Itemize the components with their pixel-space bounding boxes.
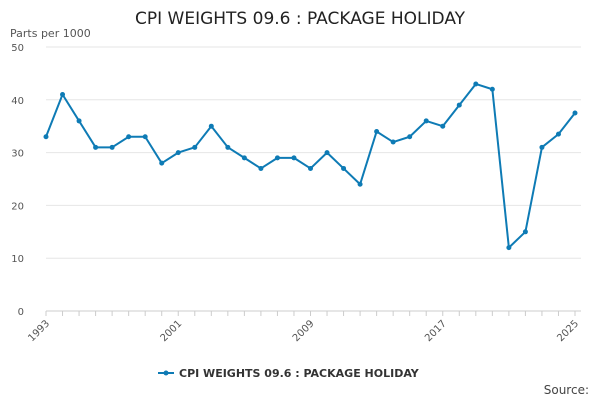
data-point[interactable] bbox=[456, 102, 462, 108]
series-line bbox=[45, 82, 576, 249]
data-point[interactable] bbox=[109, 144, 115, 150]
y-tick-label: 50 bbox=[11, 43, 24, 54]
y-axis-label: Parts per 1000 bbox=[10, 27, 91, 40]
data-point[interactable] bbox=[43, 134, 49, 140]
data-point[interactable] bbox=[522, 229, 528, 235]
data-point[interactable] bbox=[76, 118, 82, 124]
legend[interactable]: CPI WEIGHTS 09.6 : PACKAGE HOLIDAY bbox=[158, 367, 420, 380]
data-point[interactable] bbox=[258, 165, 264, 171]
data-point[interactable] bbox=[390, 139, 396, 145]
y-tick-label: 20 bbox=[11, 201, 24, 212]
data-point[interactable] bbox=[357, 181, 363, 187]
x-tick-label: 2001 bbox=[159, 318, 185, 344]
data-point[interactable] bbox=[241, 155, 247, 161]
data-point[interactable] bbox=[60, 92, 66, 98]
chart-title: CPI WEIGHTS 09.6 : PACKAGE HOLIDAY bbox=[135, 9, 466, 29]
x-tick-label: 2017 bbox=[423, 318, 449, 344]
data-point[interactable] bbox=[274, 155, 280, 161]
data-point[interactable] bbox=[506, 245, 512, 251]
data-point[interactable] bbox=[291, 155, 297, 161]
legend-item-label: CPI WEIGHTS 09.6 : PACKAGE HOLIDAY bbox=[179, 367, 420, 380]
data-point[interactable] bbox=[192, 144, 198, 150]
data-point[interactable] bbox=[308, 165, 313, 171]
x-tick-label: 2009 bbox=[291, 318, 317, 344]
data-point[interactable] bbox=[440, 123, 446, 129]
data-point[interactable] bbox=[142, 134, 148, 140]
y-tick-label: 0 bbox=[18, 307, 24, 318]
series-layer bbox=[43, 81, 578, 251]
data-point[interactable] bbox=[572, 110, 578, 116]
data-point[interactable] bbox=[407, 134, 413, 140]
legend-swatch-marker bbox=[163, 370, 169, 376]
source-label: Source: bbox=[544, 383, 589, 397]
data-point[interactable] bbox=[374, 128, 380, 134]
y-axis-ticks: 0 10 20 30 40 50 bbox=[11, 43, 24, 318]
data-point[interactable] bbox=[208, 123, 214, 129]
data-point[interactable] bbox=[473, 81, 479, 87]
data-point[interactable] bbox=[126, 134, 132, 140]
data-point[interactable] bbox=[225, 144, 231, 150]
data-point[interactable] bbox=[175, 150, 181, 156]
data-point[interactable] bbox=[539, 144, 545, 150]
data-point[interactable] bbox=[93, 144, 99, 150]
y-tick-label: 10 bbox=[11, 254, 24, 265]
x-tick-label: 1993 bbox=[26, 318, 52, 344]
data-point[interactable] bbox=[324, 150, 330, 156]
y-tick-label: 40 bbox=[11, 96, 24, 107]
data-point[interactable] bbox=[423, 118, 429, 124]
y-tick-label: 30 bbox=[11, 149, 24, 160]
grid-lines bbox=[46, 46, 581, 259]
data-point[interactable] bbox=[341, 165, 347, 171]
data-point[interactable] bbox=[159, 160, 165, 166]
x-tick-label: 2025 bbox=[555, 318, 581, 344]
x-axis-ticks: 1993 2001 2009 2017 2025 bbox=[26, 311, 581, 344]
data-point[interactable] bbox=[489, 86, 495, 92]
data-point[interactable] bbox=[555, 131, 561, 137]
